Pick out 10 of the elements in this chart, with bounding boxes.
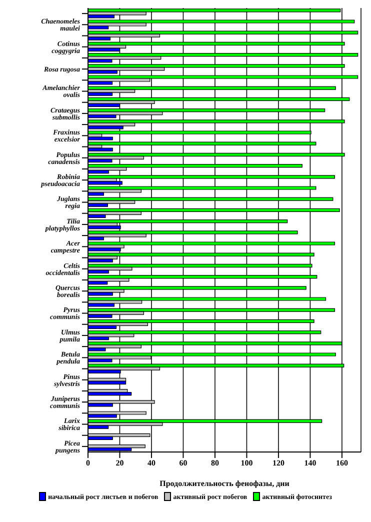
x-tick-label: 80 xyxy=(210,458,219,468)
x-tick-label: 120 xyxy=(272,458,284,468)
x-tick-label: 0 xyxy=(86,458,90,468)
x-tick-label: 160 xyxy=(336,458,348,468)
x-tick-label: 100 xyxy=(240,458,253,468)
x-axis-title: Продолжительность фенофазы, дни xyxy=(160,479,290,488)
x-tick-label: 20 xyxy=(116,458,124,468)
x-tick-label: 40 xyxy=(147,458,156,468)
x-tick-label: 60 xyxy=(179,458,188,468)
x-tick-label: 140 xyxy=(304,458,316,468)
